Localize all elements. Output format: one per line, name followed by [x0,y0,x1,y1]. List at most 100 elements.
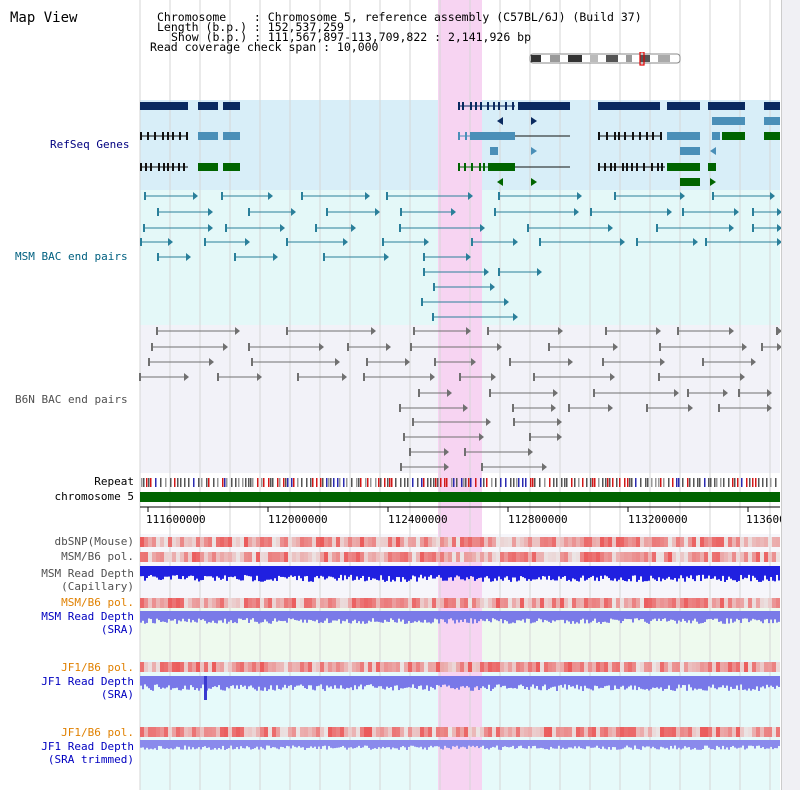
msm-sra-depth-bar [494,611,496,620]
jf1-sra-depth-bar [350,676,352,688]
jf1-read-depth-trimmed-label-2[interactable]: (SRA trimmed) [47,753,134,766]
msm-read-depth-sra-label-1[interactable]: MSM Read Depth [41,610,134,623]
msm-b6-pol-heat-cell [692,598,696,608]
msm-b6-pol-heat-cell [216,598,220,608]
jf1-trimmed-depth-bar [594,740,596,748]
dbsnp-heat-cell [304,537,308,547]
msm-b6-pol-heat-cell [244,598,248,608]
jf1-trimmed-depth-bar [722,740,724,746]
dbsnp-heat-cell [164,537,168,547]
msm-b6-pol-heat-cell [552,598,556,608]
jf1-trimmed-depth-bar [514,740,516,749]
msm-b6-pol-heat-cell [752,552,756,562]
msm-read-depth-capillary-label-1[interactable]: MSM Read Depth [41,567,134,580]
refseq-gene-exon [598,163,600,171]
jf1-b6-pol-label-1[interactable]: JF1/B6 pol. [61,661,134,674]
jf1-sra-depth-bar [276,676,278,686]
chromosome-label[interactable]: chromosome 5 [54,490,134,503]
dbsnp-heat-cell [744,537,748,547]
jf1-b6-pol-heat-cell [184,662,188,672]
msm-sra-depth-bar [530,611,532,624]
jf1-b6-pol-heat-cell [612,727,616,737]
msm-sra-depth-bar [146,611,148,623]
repeat-element [516,478,518,487]
jf1-sra-depth-bar [460,676,462,687]
msm-sra-depth-bar [288,611,290,619]
jf1-b6-pol-heat-cell [352,662,356,672]
jf1-b6-pol-heat-cell [412,662,416,672]
jf1-b6-pol-heat-cell [184,727,188,737]
jf1-read-depth-sra-label-2[interactable]: (SRA) [100,688,134,701]
msm-sra-depth-bar [178,611,180,621]
msm-sra-depth-bar [592,611,594,621]
msm-capillary-depth-bar [606,566,608,577]
msm-sra-depth-bar [724,611,726,624]
msm-read-depth-sra-label-2[interactable]: (SRA) [100,623,134,636]
jf1-sra-depth-bar [186,676,188,690]
msm-sra-depth-bar [356,611,358,624]
msm-sra-depth-bar [692,611,694,621]
msm-b6-pol-label-2[interactable]: MSM/B6 pol. [61,596,134,609]
msm-capillary-depth-bar [716,566,718,580]
jf1-trimmed-depth-bar [180,740,182,750]
msm-sra-depth-bar [170,611,172,621]
msm-sra-depth-bar [632,611,634,623]
jf1-read-depth-sra-label-1[interactable]: JF1 Read Depth [41,675,134,688]
msm-b6-pol-heat-cell [440,598,444,608]
repeat-label[interactable]: Repeat [94,475,134,488]
msm-capillary-depth-bar [168,566,170,577]
dbsnp-heat-cell [628,537,632,547]
jf1-b6-pol-heat-cell [592,662,596,672]
jf1-sra-depth-bar [488,676,490,685]
jf1-b6-pol-heat-cell [712,662,716,672]
msm-capillary-depth-bar [182,566,184,577]
jf1-trimmed-depth-bar [494,740,496,748]
msm-sra-depth-bar [370,611,372,622]
msm-bac-end-pairs-label[interactable]: MSM BAC end pairs [15,250,128,263]
msm-sra-depth-bar [698,611,700,624]
jf1-sra-depth-bar [634,676,636,686]
msm-read-depth-capillary-label-2[interactable]: (Capillary) [61,580,134,593]
jf1-sra-depth-bar [754,676,756,690]
refseq-genes-label[interactable]: RefSeq Genes [50,138,130,151]
jf1-b6-pol-heat-cell [520,662,524,672]
jf1-trimmed-depth-bar [586,740,588,747]
msm-b6-pol-heat-cell [232,598,236,608]
jf1-sra-depth-bar [372,676,374,687]
msm-b6-pol-label-1[interactable]: MSM/B6 pol. [61,550,134,563]
msm-sra-depth-bar [340,611,342,624]
jf1-trimmed-depth-bar [198,740,200,748]
page-title: Map View [10,10,78,26]
dbsnp-label[interactable]: dbSNP(Mouse) [54,535,134,548]
msm-capillary-depth-bar [502,566,504,581]
jf1-b6-pol-heat-cell [568,727,572,737]
jf1-b6-pol-label-2[interactable]: JF1/B6 pol. [61,726,134,739]
b6n-bac-pair-end [557,433,562,441]
msm-capillary-depth-bar [596,566,598,578]
vertical-scrollbar[interactable] [781,0,800,790]
jf1-trimmed-depth-bar [390,740,392,750]
dbsnp-heat-cell [724,537,728,547]
jf1-b6-pol-heat-cell [416,662,420,672]
msm-sra-depth-bar [624,611,626,619]
jf1-read-depth-trimmed-label-1[interactable]: JF1 Read Depth [41,740,134,753]
jf1-trimmed-depth-bar [278,740,280,750]
jf1-trimmed-depth-bar [284,740,286,749]
msm-bac-pair-end [384,253,389,261]
b6n-bac-end-pairs-label[interactable]: B6N BAC end pairs [15,393,128,406]
chromosome-ideogram[interactable] [528,52,688,66]
jf1-b6-pol-heat-cell [332,662,336,672]
msm-capillary-depth-bar [474,566,476,581]
jf1-trimmed-depth-bar [376,740,378,749]
msm-sra-depth-bar [396,611,398,623]
repeat-element [206,478,208,487]
jf1-trimmed-depth-bar [430,740,432,746]
jf1-sra-depth-bar [192,676,194,688]
jf1-b6-pol-heat-cell [596,727,600,737]
jf1-b6-pol-heat-cell [344,727,348,737]
msm-capillary-depth-bar [332,566,334,578]
repeat-element [689,478,691,487]
jf1-b6-pol-heat-cell [448,662,452,672]
